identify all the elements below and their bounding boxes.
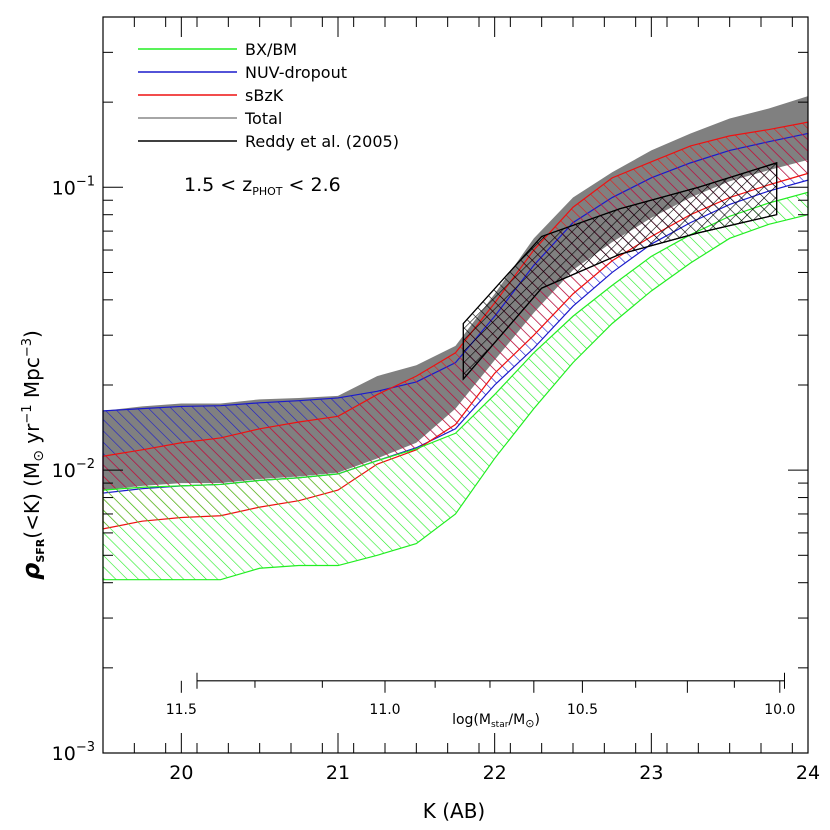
secondary-tick-label: 10.0 — [764, 702, 795, 718]
x-tick-label: 21 — [326, 762, 350, 784]
y-title-units: yr — [20, 423, 44, 450]
secondary-tick-label: 11.5 — [166, 702, 197, 718]
y-tick-label: 10−1 — [52, 174, 95, 199]
legend: BX/BM NUV-dropout sBzK Total Reddy et al. (2… — [138, 40, 399, 151]
secondary-tick-label: 11.0 — [369, 702, 400, 718]
sec-label-main: log(M — [452, 712, 491, 728]
y-title-sub: SFR — [34, 538, 47, 562]
band-reddy-crosshatch — [462, 162, 778, 381]
legend-label: Total — [244, 109, 282, 128]
x-axis-title: K (AB) — [423, 799, 485, 823]
svg-text:ρSFR(<K) (M⊙ yr−1 Mpc−3): ρSFR(<K) (M⊙ yr−1 Mpc−3) — [17, 330, 47, 580]
y-tick-label: 10−3 — [52, 740, 95, 765]
x-tick-label: 22 — [483, 762, 507, 784]
sec-label-close: ) — [534, 712, 539, 728]
annotation-redshift: 1.5 < zPHOT < 2.6 — [184, 174, 341, 198]
y-title-close: ) — [20, 330, 44, 338]
annotation-prefix: 1.5 < z — [184, 174, 252, 196]
secondary-tick-label: 10.5 — [567, 702, 598, 718]
y-title-sun: ⊙ — [31, 450, 47, 462]
y-title-rho: ρ — [17, 563, 45, 580]
y-title-exp3: −3 — [20, 338, 35, 357]
plot-bands — [102, 96, 809, 581]
sec-label-sub: star — [491, 720, 509, 730]
y-axis-title: ρSFR(<K) (M⊙ yr−1 Mpc−3) — [17, 330, 47, 580]
sec-label-sun: ⊙ — [525, 717, 534, 730]
y-title-exp1: −1 — [20, 404, 35, 423]
x-tick-label: 23 — [639, 762, 663, 784]
annotation-suffix: < 2.6 — [283, 174, 341, 196]
y-tick-label: 10−2 — [52, 457, 95, 482]
legend-label: Reddy et al. (2005) — [245, 132, 399, 151]
y-title-rest: (<K) (M — [20, 462, 44, 539]
x-tick-label: 24 — [796, 762, 820, 784]
annotation-sub: PHOT — [252, 185, 283, 198]
legend-label: sBzK — [245, 86, 284, 105]
sec-label-mid: /M — [508, 712, 525, 728]
legend-label: NUV-dropout — [245, 63, 347, 82]
y-title-mpc: Mpc — [20, 357, 44, 404]
secondary-axis: 11.5 11.0 10.5 10.0 — [166, 672, 795, 718]
axes: 20 21 22 23 24 10−3 10−2 10−1 — [52, 16, 820, 784]
secondary-axis-title: log(Mstar/M⊙) — [452, 712, 540, 730]
x-tick-label: 20 — [169, 762, 193, 784]
legend-label: BX/BM — [245, 40, 297, 59]
